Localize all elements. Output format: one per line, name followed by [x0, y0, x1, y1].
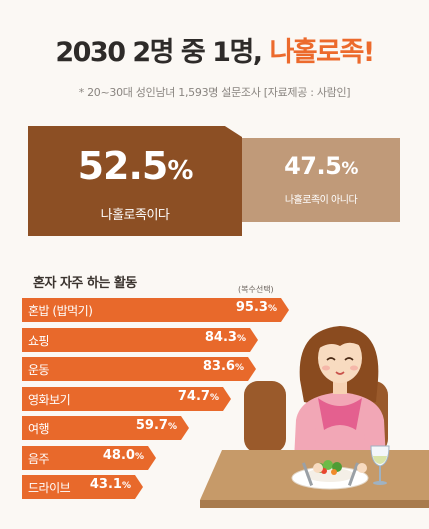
bar-1: 혼밥 (밥먹기) 95.3%	[22, 298, 289, 322]
page-title: 2030 2명 중 1명, 나홀로족!	[0, 30, 429, 69]
wine-glass-icon	[370, 445, 390, 485]
bar-7: 드라이브 43.1%	[22, 475, 143, 499]
no-share-percent: 47.5%	[242, 152, 400, 180]
yes-share-percent: 52.5%	[28, 144, 242, 188]
bar-value: 43.1%	[89, 477, 131, 492]
no-share-value: 47.5	[284, 152, 342, 180]
bar-5: 여행 59.7%	[22, 416, 189, 440]
yes-share-label: 나홀로족이다	[100, 208, 170, 223]
yes-share-box: 52.5% 나홀로족이다	[28, 126, 242, 236]
survey-note: * 20~30대 성인남녀 1,593명 설문조사 [자료제공 : 사람인]	[78, 86, 351, 99]
activity-bar-chart: 혼밥 (밥먹기) 95.3% 쇼핑 84.3% 운동 83.6% 영화보기 74.7% 여행 59…	[22, 298, 322, 508]
chart-title: 혼자 자주 하는 활동	[33, 276, 137, 291]
bar-label: 혼밥 (밥먹기)	[28, 304, 93, 318]
bar-value-unit: %	[267, 304, 277, 314]
no-share-label: 나홀로족이 아니다	[284, 195, 358, 206]
bar-label: 영화보기	[28, 393, 71, 407]
bar-label: 여행	[28, 422, 50, 436]
bar-value: 48.0%	[102, 448, 144, 463]
bar-value-unit: %	[234, 363, 244, 373]
bar-value: 59.7%	[135, 418, 177, 433]
bar-value-unit: %	[134, 452, 144, 462]
bar-3: 운동 83.6%	[22, 357, 256, 381]
bar-2: 쇼핑 84.3%	[22, 328, 258, 352]
bar-label: 드라이브	[28, 481, 71, 495]
bar-value: 84.3%	[204, 330, 246, 345]
bar-value-unit: %	[236, 334, 246, 344]
bar-value-unit: %	[209, 393, 219, 403]
yes-share-value: 52.5	[77, 144, 169, 188]
bar-4: 영화보기 74.7%	[22, 387, 231, 411]
title-accent: 나홀로족!	[269, 37, 375, 68]
no-share-unit: %	[341, 159, 358, 179]
bar-value: 83.6%	[202, 359, 244, 374]
title-main: 2030 2명 중 1명,	[55, 37, 263, 68]
bar-value: 95.3%	[235, 300, 277, 315]
bar-value: 74.7%	[177, 389, 219, 404]
bar-label: 쇼핑	[28, 334, 50, 348]
bar-value-unit: %	[167, 422, 177, 432]
no-share-box: 47.5% 나홀로족이 아니다	[242, 138, 400, 222]
bar-6: 음주 48.0%	[22, 446, 156, 470]
yes-share-unit: %	[167, 156, 193, 186]
bar-value-unit: %	[121, 481, 131, 491]
bar-label: 음주	[28, 452, 50, 466]
chart-note: (복수선택)	[238, 285, 274, 294]
bar-label: 운동	[28, 363, 50, 377]
